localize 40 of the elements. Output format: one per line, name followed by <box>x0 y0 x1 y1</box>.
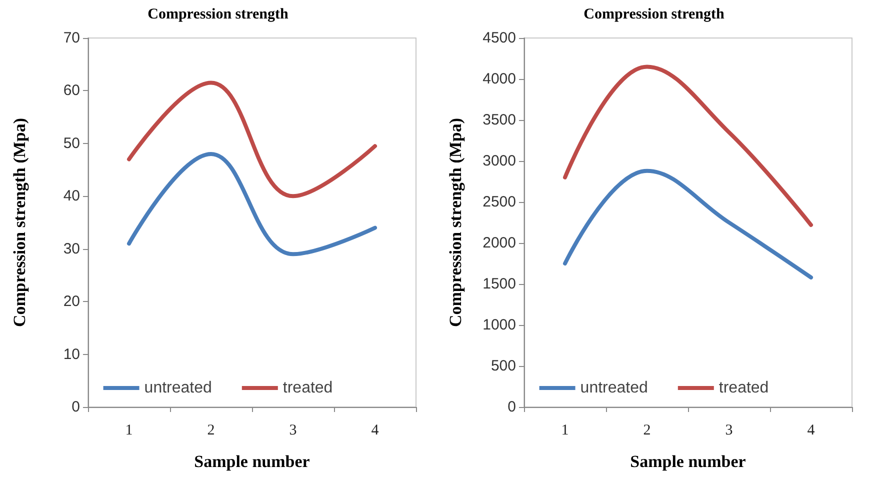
x-tick-label: 2 <box>643 422 651 438</box>
y-tick-label: 0 <box>508 398 516 416</box>
y-tick-label: 20 <box>63 293 80 310</box>
x-tick-label: 2 <box>207 422 215 438</box>
x-tick-label: 3 <box>289 422 297 438</box>
y-tick-label: 4000 <box>482 70 516 88</box>
y-tick-label: 0 <box>72 398 80 416</box>
y-axis-title: Compression strength (Mpa) <box>446 118 465 328</box>
legend-label: treated <box>282 380 333 396</box>
y-tick-label: 10 <box>63 346 80 363</box>
line-series <box>127 152 377 256</box>
x-tick-label: 4 <box>807 422 816 438</box>
x-axis-title: Sample number <box>194 452 310 471</box>
x-tick-label: 1 <box>125 422 133 438</box>
y-tick-label: 2500 <box>482 194 516 210</box>
line-series <box>563 168 813 280</box>
y-tick-label: 70 <box>63 30 80 46</box>
y-tick-label: 3000 <box>482 152 516 170</box>
x-tick-label: 4 <box>371 422 380 438</box>
legend-label: untreated <box>580 380 648 396</box>
legend-label: untreated <box>144 380 212 396</box>
y-tick-label: 60 <box>63 82 80 100</box>
x-axis-title: Sample number <box>630 452 746 471</box>
y-tick-label: 50 <box>63 134 80 152</box>
y-tick-label: 2000 <box>482 234 516 252</box>
x-tick-label: 3 <box>725 422 733 438</box>
line-series <box>127 80 377 198</box>
y-tick-label: 1500 <box>482 276 516 292</box>
legend-label: treated <box>718 380 769 396</box>
y-tick-label: 500 <box>490 358 516 374</box>
y-tick-label: 4500 <box>482 30 516 46</box>
chart-title: Compression strength <box>148 6 290 22</box>
y-axis-title: Compression strength (Mpa) <box>10 118 29 328</box>
y-tick-label: 3500 <box>482 112 516 128</box>
y-tick-label: 30 <box>63 240 80 258</box>
chart-title: Compression strength <box>584 6 726 22</box>
y-tick-label: 40 <box>63 188 80 205</box>
x-tick-label: 1 <box>561 422 569 438</box>
line-series <box>563 64 813 227</box>
y-tick-label: 1000 <box>482 316 516 334</box>
